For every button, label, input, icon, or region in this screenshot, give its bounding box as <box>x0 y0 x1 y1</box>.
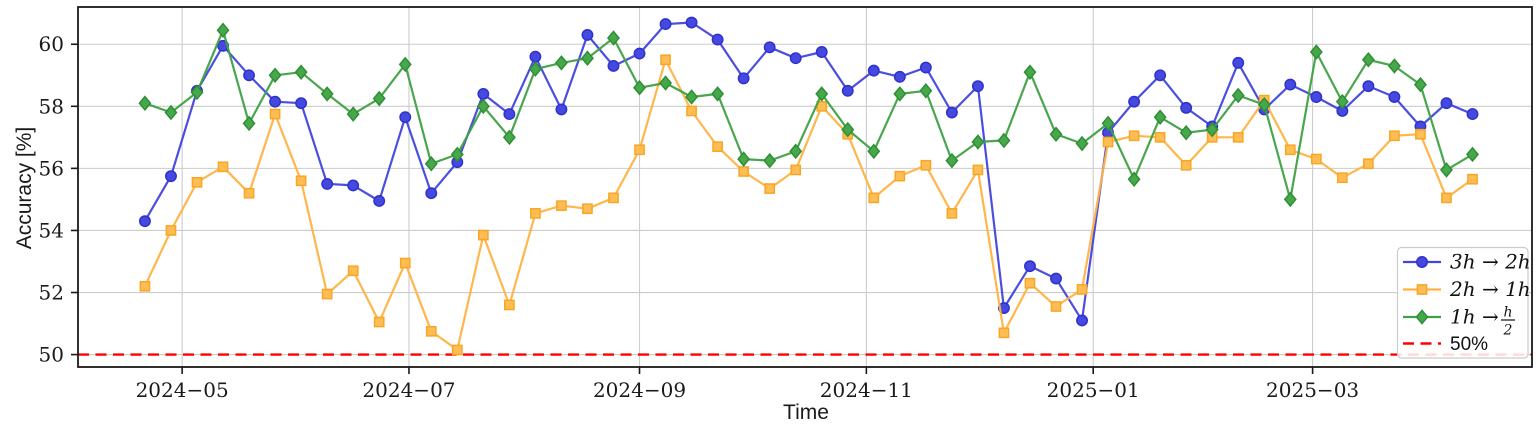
y-tick-label: 56 <box>39 156 64 180</box>
legend-entry: 3h → 2h <box>1403 250 1531 274</box>
tick-labels: 2024−05 2024−07 2024−09 2024−11 2025−01 2025−… <box>39 32 1360 402</box>
series-square <box>139 54 1478 356</box>
y-tick-label: 60 <box>39 32 64 56</box>
x-tick-label: 2024−11 <box>820 378 913 402</box>
x-tick-label: 2025−03 <box>1266 378 1359 402</box>
y-tick-label: 58 <box>39 94 64 118</box>
svg-text:50%: 50% <box>1450 334 1488 355</box>
svg-text:2h → 1h: 2h → 1h <box>1449 277 1531 301</box>
legend-entry: 2h → 1h <box>1403 277 1531 301</box>
y-tick-label: 52 <box>39 281 64 305</box>
x-tick-label: 2024−09 <box>593 378 686 402</box>
legend-entry: 1h → h 2 <box>1403 305 1515 339</box>
y-axis-label: Accuracy [%] <box>13 126 36 250</box>
series-diamond <box>138 22 1479 208</box>
svg-text:2: 2 <box>1503 323 1513 339</box>
x-axis-label: Time <box>783 401 829 424</box>
legend: 3h → 2h 2h → 1h 1h → h 2 50% <box>1396 246 1531 359</box>
x-tick-label: 2024−05 <box>136 378 229 402</box>
svg-text:1h →: 1h → <box>1450 305 1499 329</box>
legend-entry: 50% <box>1403 334 1488 355</box>
x-tick-label: 2024−07 <box>362 378 455 402</box>
svg-text:h: h <box>1503 305 1512 321</box>
plot-border <box>77 6 1533 368</box>
x-tick-label: 2025−01 <box>1047 378 1140 402</box>
tick-marks <box>71 43 1314 374</box>
y-tick-label: 54 <box>39 218 64 242</box>
y-tick-label: 50 <box>39 343 64 367</box>
svg-text:3h → 2h: 3h → 2h <box>1450 250 1531 274</box>
